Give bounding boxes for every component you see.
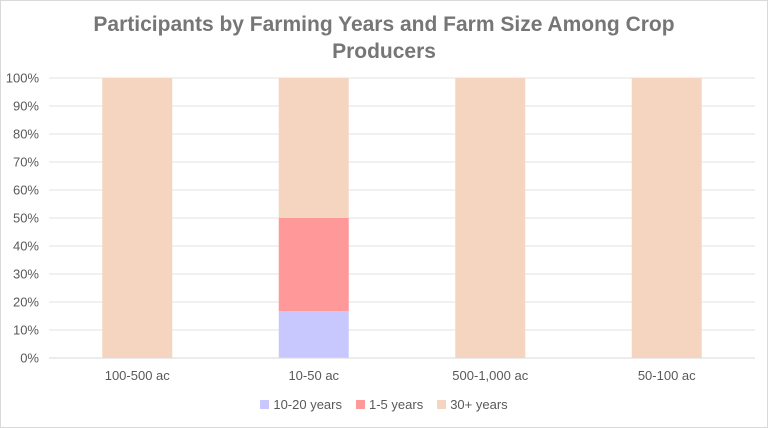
bar-segment (278, 311, 349, 358)
y-tick-label: 40% (13, 239, 39, 254)
legend: 10-20 years 1-5 years 30+ years (1, 397, 767, 412)
bar-segment (278, 78, 349, 218)
legend-label: 1-5 years (369, 397, 424, 412)
legend-swatch (260, 400, 270, 409)
x-tick-label: 100-500 ac (105, 368, 171, 383)
x-tick-label: 50-100 ac (638, 368, 696, 383)
x-tick-label: 10-50 ac (288, 368, 339, 383)
y-tick-label: 100% (6, 71, 40, 86)
chart-title: Participants by Farming Years and Farm S… (93, 13, 675, 63)
legend-swatch (356, 400, 365, 409)
legend-swatch (437, 400, 447, 409)
legend-item: 1-5 years (356, 397, 423, 412)
y-tick-label: 20% (13, 295, 39, 310)
y-tick-label: 70% (13, 155, 39, 170)
y-tick-label: 0% (20, 351, 39, 366)
y-tick-label: 50% (13, 211, 39, 226)
bar-segment (631, 78, 702, 358)
legend-item: 10-20 years (260, 397, 342, 412)
y-tick-label: 80% (13, 127, 39, 142)
legend-label: 30+ years (450, 397, 508, 412)
legend-item: 30+ years (437, 397, 508, 412)
y-tick-label: 60% (13, 183, 39, 198)
legend-label: 10-20 years (273, 397, 342, 412)
bar-segment (102, 78, 173, 358)
bar-segment (455, 78, 526, 358)
y-tick-label: 30% (13, 267, 39, 282)
y-tick-label: 90% (13, 99, 39, 114)
x-tick-label: 500-1,000 ac (452, 368, 528, 383)
y-tick-label: 10% (13, 323, 39, 338)
bar-segment (278, 218, 349, 312)
